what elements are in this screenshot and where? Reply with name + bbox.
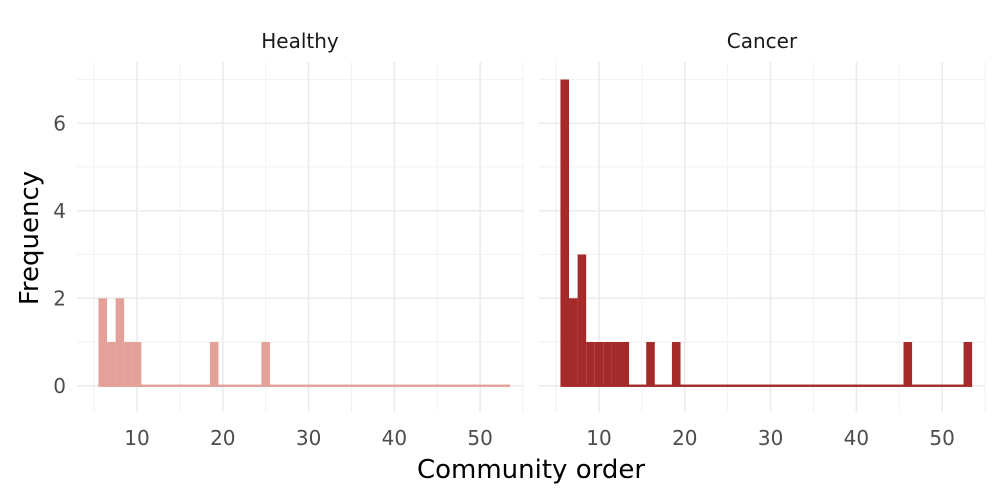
histogram-baseline [560, 384, 973, 387]
histogram-bar [577, 254, 587, 386]
histogram-bar [98, 298, 108, 386]
histogram-bar [594, 342, 604, 386]
y-tick-label: 4 [53, 199, 66, 223]
histogram-bar [620, 342, 630, 386]
histogram-bar [963, 342, 973, 386]
x-axis-title: Community order [417, 455, 645, 485]
x-tick-label: 50 [467, 426, 492, 450]
panel-healthy: Healthy 10 20 30 40 50 0 2 4 6 [53, 29, 524, 450]
y-tick-label: 2 [53, 286, 66, 310]
x-tick-label: 30 [758, 426, 783, 450]
histogram-bar [560, 79, 570, 386]
facet-label: Cancer [727, 29, 798, 53]
histogram-bar [603, 342, 612, 386]
y-tick-label: 6 [53, 111, 66, 135]
x-tick-label: 50 [929, 426, 954, 450]
histogram-baseline [98, 384, 511, 387]
histogram-bar [132, 342, 142, 386]
histogram-bar [586, 342, 595, 386]
histogram-bar [209, 342, 219, 386]
x-tick-label: 20 [210, 426, 235, 450]
histogram-bar [261, 342, 270, 386]
histogram-bar [569, 298, 578, 386]
x-tick-label: 10 [124, 426, 149, 450]
histogram-bar [611, 342, 621, 386]
histogram-bar [115, 298, 125, 386]
y-tick-label: 0 [53, 374, 66, 398]
histogram-bar [124, 342, 133, 386]
histogram-bar [646, 342, 655, 386]
x-tick-label: 20 [672, 426, 697, 450]
y-axis-title: Frequency [15, 171, 45, 305]
panel-cancer: Cancer 10 20 30 40 50 [539, 29, 986, 450]
facet-label: Healthy [261, 29, 339, 53]
histogram-bar [107, 342, 116, 386]
x-tick-label: 40 [382, 426, 407, 450]
x-tick-label: 40 [844, 426, 869, 450]
x-tick-label: 10 [586, 426, 611, 450]
histogram-bar [903, 342, 913, 386]
x-tick-label: 30 [296, 426, 321, 450]
histogram-bar [671, 342, 681, 386]
